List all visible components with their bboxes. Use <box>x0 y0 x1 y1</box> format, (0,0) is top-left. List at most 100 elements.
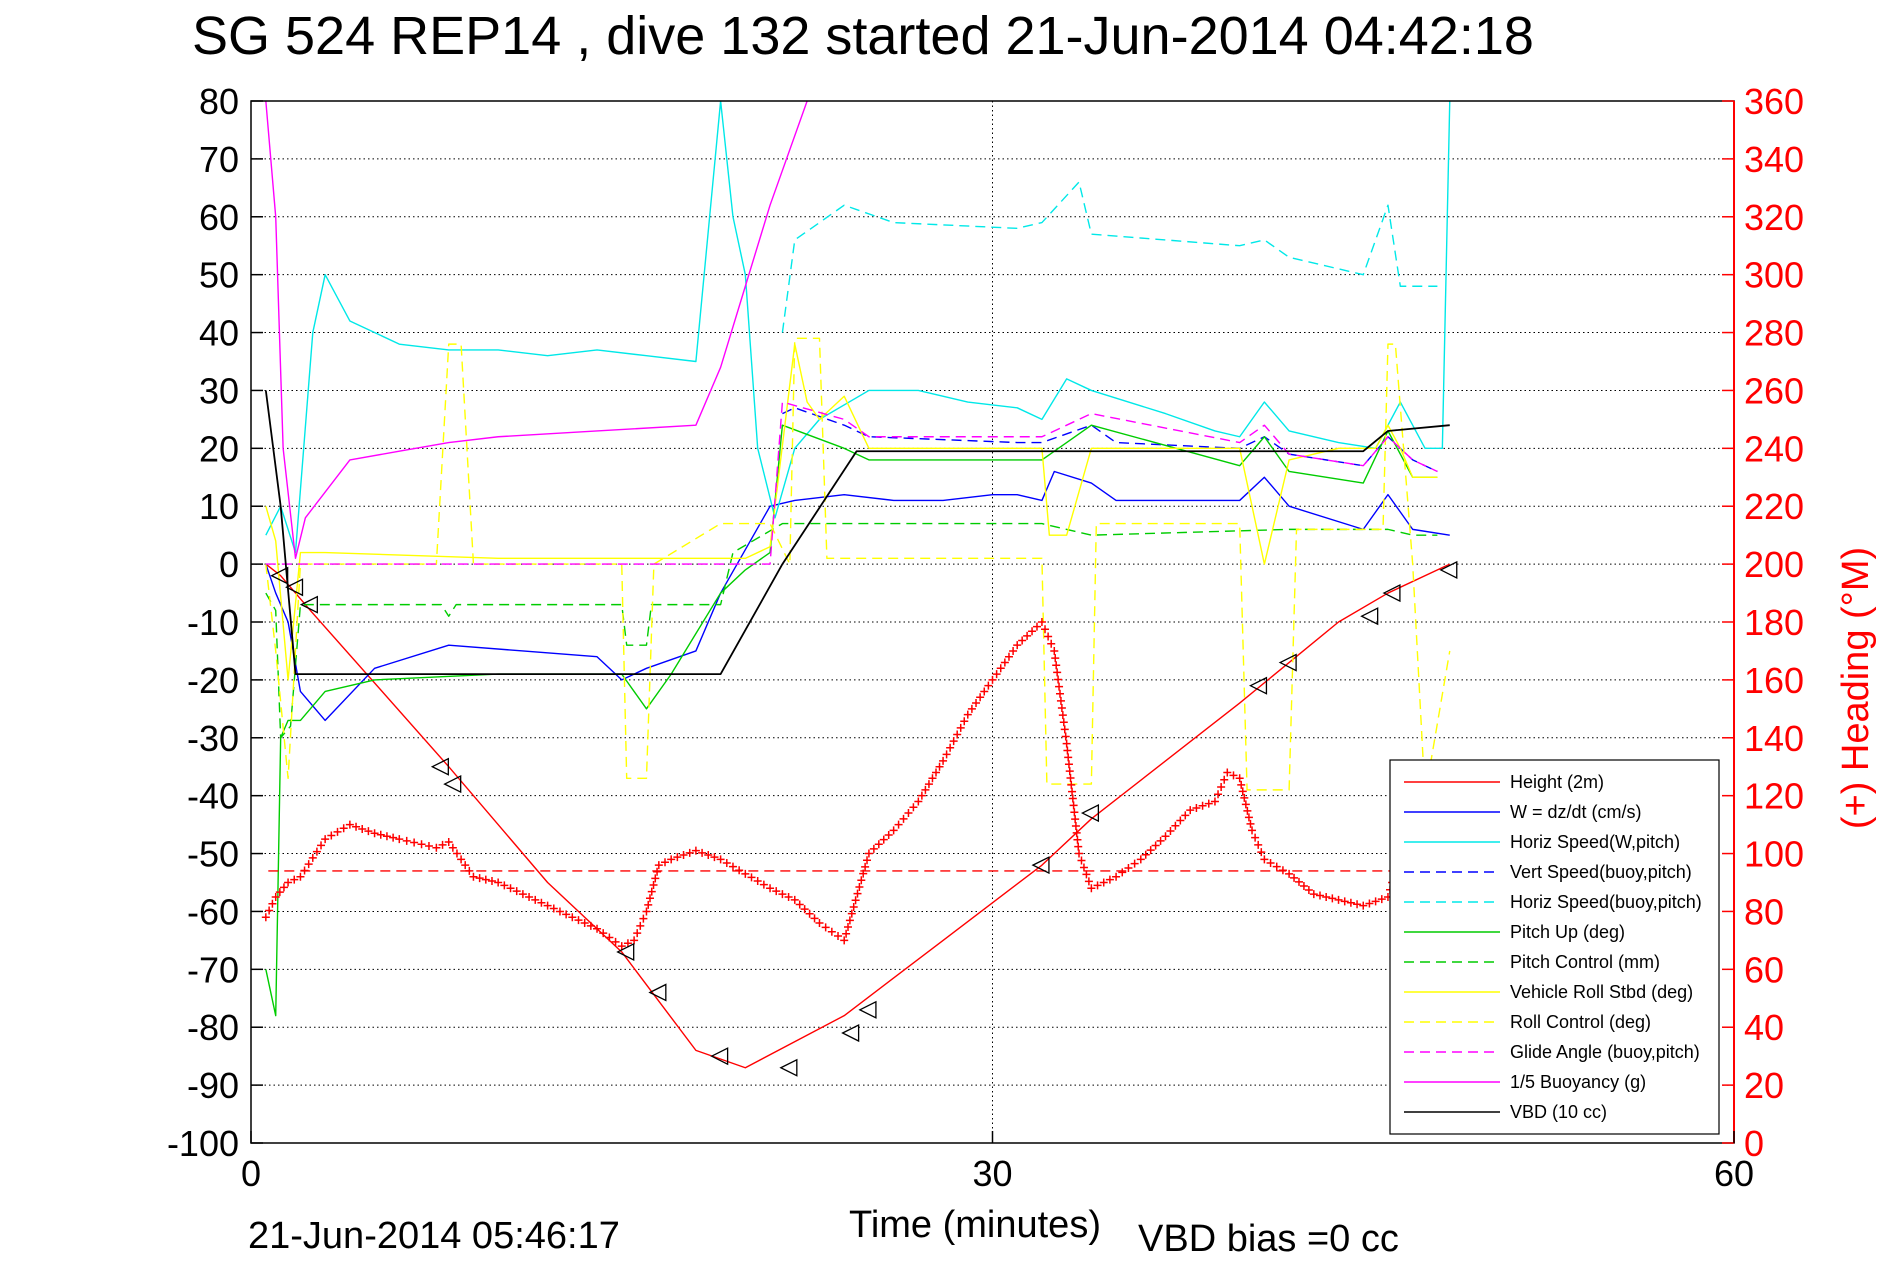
heading-point <box>917 791 926 800</box>
heading-point <box>543 901 552 910</box>
heading-point <box>500 881 509 890</box>
heading-point <box>284 878 293 887</box>
heading-point <box>753 877 762 886</box>
heading-point <box>1192 803 1201 812</box>
heading-point <box>661 858 670 867</box>
heading-point <box>840 936 849 945</box>
dive-marker <box>1360 607 1379 626</box>
legend: Height (2m) W = dz/dt (cm/s) Horiz Speed(W… <box>1389 759 1720 1135</box>
heading-point <box>1105 875 1114 884</box>
heading-point <box>815 919 824 928</box>
heading-point <box>863 856 872 865</box>
dive-marker <box>443 775 462 794</box>
heading-point <box>904 809 913 818</box>
heading-point <box>710 853 719 862</box>
legend-label: Vert Speed(buoy,pitch) <box>1510 862 1692 882</box>
heading-point <box>889 826 898 835</box>
heading-point <box>1240 793 1249 802</box>
dive-marker <box>779 1058 798 1077</box>
y-tick-label: 10 <box>199 486 239 527</box>
heading-point <box>778 890 787 899</box>
heading-point <box>653 867 662 876</box>
dive-marker <box>616 942 635 962</box>
heading-point <box>914 797 923 806</box>
heading-point <box>735 866 744 875</box>
heading-point <box>942 750 951 759</box>
y-tick-label: 70 <box>199 139 239 180</box>
heading-point <box>1246 819 1255 828</box>
right-y-tick-label: 100 <box>1744 834 1804 875</box>
y-tick-label: 80 <box>199 81 239 122</box>
heading-point <box>1004 652 1013 661</box>
heading-point <box>487 877 496 886</box>
heading-point <box>921 785 930 794</box>
heading-point <box>1166 826 1175 835</box>
heading-point <box>1171 821 1180 830</box>
heading-point <box>1266 858 1275 867</box>
heading-point <box>424 842 433 851</box>
heading-point <box>996 664 1005 673</box>
heading-point <box>1141 850 1150 859</box>
y-tick-label: 20 <box>199 428 239 469</box>
heading-point <box>1065 767 1074 776</box>
legend-label: Horiz Speed(W,pitch) <box>1510 832 1680 852</box>
heading-point <box>1084 877 1093 886</box>
heading-point <box>417 840 426 849</box>
heading-point <box>1290 873 1299 882</box>
heading-point <box>1000 658 1009 667</box>
y-tick-label: 0 <box>219 544 239 585</box>
heading-point <box>506 884 515 893</box>
heading-point <box>1053 668 1062 677</box>
heading-point <box>1223 768 1232 777</box>
heading-point <box>960 717 969 726</box>
heading-point <box>821 923 830 932</box>
heading-point <box>636 921 645 930</box>
heading-point <box>894 820 903 829</box>
heading-point <box>1071 815 1080 824</box>
heading-point <box>382 832 391 841</box>
heading-point <box>1235 774 1244 783</box>
heading-point <box>805 909 814 918</box>
heading-point <box>1052 661 1061 670</box>
heading-point <box>389 833 398 842</box>
heading-point <box>747 873 756 882</box>
heading-point <box>358 824 367 833</box>
right-y-tick-label: 60 <box>1744 949 1784 990</box>
heading-point <box>1064 753 1073 762</box>
heading-point <box>531 895 540 904</box>
heading-point <box>667 855 676 864</box>
heading-point <box>494 878 503 887</box>
heading-point <box>988 675 997 684</box>
heading-point <box>1028 627 1037 636</box>
heading-point <box>1316 891 1324 900</box>
heading-point <box>1214 790 1223 799</box>
series-horiz-speed-buoy-pitch <box>781 181 1438 333</box>
heading-point <box>879 835 888 844</box>
heading-point <box>525 892 534 901</box>
heading-point <box>321 835 330 844</box>
heading-point <box>935 762 944 771</box>
heading-point <box>1032 622 1041 631</box>
footer-timestamp: 21-Jun-2014 05:46:17 <box>248 1215 620 1257</box>
heading-point <box>1073 835 1082 844</box>
heading-point <box>1071 822 1080 831</box>
legend-label: Roll Control (deg) <box>1510 1012 1651 1032</box>
heading-point <box>679 851 688 860</box>
heading-point <box>932 768 941 777</box>
heading-point <box>1050 646 1059 655</box>
series-pitch-up-deg <box>265 424 1438 1017</box>
heading-point <box>261 913 270 922</box>
heading-point <box>304 860 313 869</box>
right-y-tick-label: 320 <box>1744 197 1804 238</box>
heading-point <box>1243 806 1252 815</box>
heading-point <box>339 824 348 833</box>
heading-point <box>1037 618 1046 626</box>
y-tick-label: -80 <box>187 1007 239 1048</box>
dive-marker <box>1031 856 1050 875</box>
heading-point <box>1079 863 1088 872</box>
dive-marker <box>270 566 289 585</box>
heading-point <box>790 895 799 904</box>
heading-point <box>296 872 305 881</box>
heading-point <box>967 704 976 713</box>
